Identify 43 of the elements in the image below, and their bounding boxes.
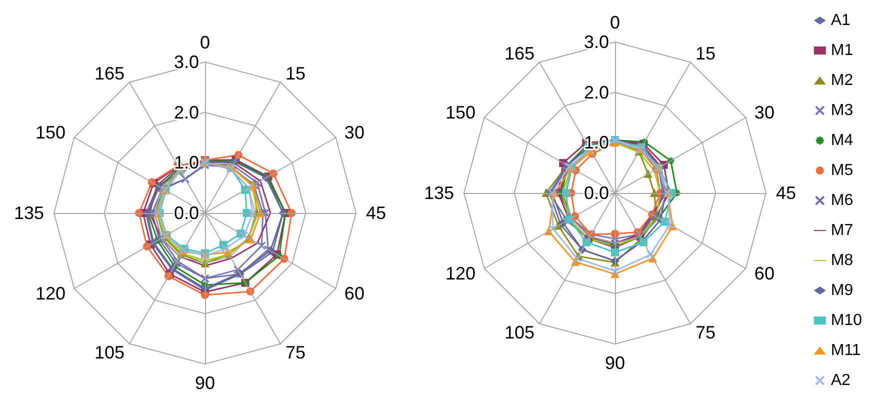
y-tick-label: 0.0 — [584, 183, 609, 203]
spoke-label: 120 — [36, 284, 66, 304]
legend-label: A1 — [830, 12, 851, 29]
spoke-label: 135 — [14, 203, 44, 223]
legend-label: M11 — [830, 342, 861, 359]
spoke-label: 105 — [504, 322, 534, 342]
spoke-label: 165 — [504, 44, 534, 64]
spoke-label: 90 — [604, 353, 626, 373]
spoke-label: 45 — [366, 203, 386, 223]
legend-label: M10 — [830, 312, 862, 329]
spoke-label: 60 — [344, 284, 364, 304]
spoke-label: 60 — [754, 264, 774, 284]
spoke-label: 15 — [696, 44, 716, 64]
y-tick-label: 2.0 — [174, 102, 199, 122]
spoke-label: 75 — [286, 342, 306, 362]
legend-label: M2 — [830, 72, 854, 89]
spoke-label: 105 — [94, 342, 124, 362]
y-tick-label: 3.0 — [584, 32, 609, 52]
spoke-label: 15 — [286, 64, 306, 84]
spoke-label: 90 — [194, 373, 216, 393]
spoke-label: 165 — [94, 64, 124, 84]
legend-label: M1 — [830, 42, 854, 59]
spoke-label: 75 — [696, 322, 716, 342]
spoke-label: 150 — [446, 102, 476, 122]
legend-label: M9 — [830, 282, 854, 299]
spoke-label: 45 — [776, 183, 796, 203]
y-tick-label: 2.0 — [584, 82, 609, 102]
y-tick-label: 0.0 — [174, 203, 199, 223]
spoke-label: 30 — [754, 102, 774, 122]
legend-label: M8 — [830, 252, 854, 269]
legend-label: M4 — [830, 132, 854, 149]
legend-label: M6 — [830, 192, 854, 209]
legend-label: M5 — [830, 162, 854, 179]
spoke-label: 0 — [200, 32, 210, 53]
legend-label: A2 — [830, 372, 851, 389]
spoke-label: 150 — [36, 122, 66, 142]
spoke-label: 0 — [610, 12, 620, 33]
y-tick-label: 3.0 — [174, 52, 199, 72]
spoke-label: 120 — [446, 264, 476, 284]
spoke-label: 30 — [344, 122, 364, 142]
legend-label: M3 — [830, 102, 854, 119]
legend-label: M7 — [830, 222, 854, 239]
spoke-label: 135 — [424, 183, 454, 203]
